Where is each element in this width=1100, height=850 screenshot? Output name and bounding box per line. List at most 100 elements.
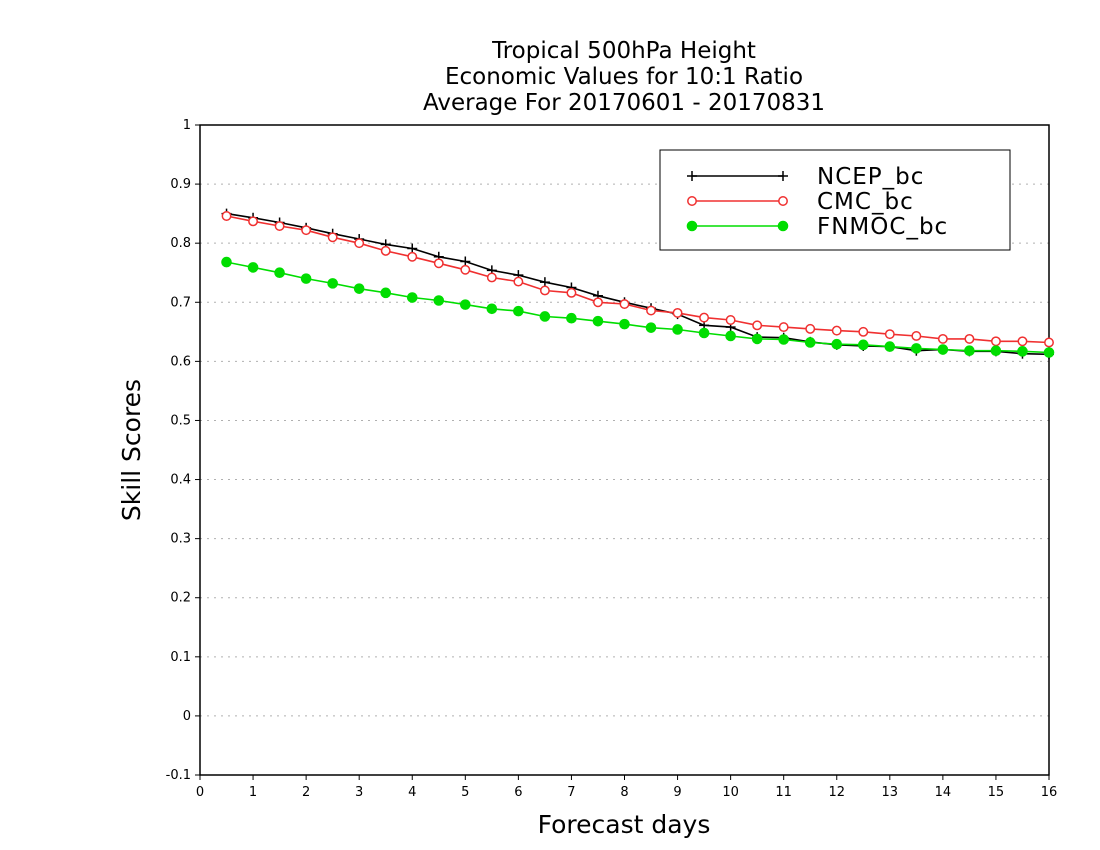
data-point-cmc-bc [327, 232, 338, 243]
data-point-cmc-bc [990, 336, 1001, 347]
data-point-cmc-bc [566, 287, 577, 298]
x-tick-label: 4 [408, 785, 416, 800]
data-point-cmc-bc [911, 331, 922, 341]
data-point-fnmoc-bc [751, 333, 763, 345]
y-tick-label: 1 [183, 118, 191, 133]
legend-marker-end [777, 220, 789, 232]
data-point-cmc-bc [380, 245, 391, 256]
y-tick-label: 0.9 [170, 177, 191, 192]
x-tick-label: 11 [775, 785, 792, 800]
x-tick-label: 0 [196, 785, 204, 800]
x-tick-label: 16 [1041, 785, 1058, 800]
data-point-fnmoc-bc [804, 337, 816, 348]
data-point-cmc-bc [1017, 336, 1028, 347]
data-point-fnmoc-bc [698, 327, 710, 339]
data-point-fnmoc-bc [513, 305, 524, 317]
data-point-fnmoc-bc [937, 344, 949, 355]
data-point-fnmoc-bc [460, 299, 471, 310]
y-axis-label: Skill Scores [117, 379, 146, 521]
y-tick-label: 0.4 [170, 473, 191, 488]
y-tick-label: -0.1 [166, 768, 191, 783]
legend-marker-start [687, 171, 697, 181]
y-tick-label: 0.8 [170, 236, 191, 251]
legend-box [659, 149, 1011, 251]
x-tick-label: 13 [882, 785, 899, 800]
y-tick-label: 0.1 [170, 650, 191, 665]
data-point-cmc-bc [937, 333, 948, 344]
data-point-fnmoc-bc [221, 256, 232, 268]
legend-label: CMC_bc [817, 189, 914, 215]
data-point-cmc-bc [407, 251, 418, 262]
x-tick-label: 1 [249, 785, 257, 800]
grid-layer [200, 183, 1049, 717]
data-point-cmc-bc [778, 322, 789, 333]
legend-label: NCEP_bc [817, 164, 924, 190]
data-point-fnmoc-bc [566, 312, 577, 324]
x-tick-label: 10 [722, 785, 739, 800]
y-tick-label: 0.2 [170, 591, 191, 606]
data-point-fnmoc-bc [778, 334, 789, 345]
legend-item-fnmoc-bc: FNMOC_bc [686, 214, 948, 240]
ticks-layer: -0.100.10.20.30.40.50.60.70.80.910 1 2 3 4 5 6… [166, 118, 1058, 800]
legend-item-cmc-bc: CMC_bc [687, 189, 914, 215]
data-point-cmc-bc [1044, 337, 1054, 348]
data-point-fnmoc-bc [539, 311, 551, 322]
data-point-cmc-bc [805, 323, 816, 334]
data-point-fnmoc-bc [300, 273, 312, 284]
data-point-fnmoc-bc [327, 278, 338, 289]
data-point-cmc-bc [858, 326, 869, 337]
data-point-cmc-bc [301, 225, 312, 236]
x-tick-label: 3 [355, 785, 363, 800]
data-point-cmc-bc [619, 299, 630, 309]
chart-title-line-1: Tropical 500hPa Height [491, 38, 756, 64]
data-point-cmc-bc [539, 285, 550, 296]
data-point-cmc-bc [646, 305, 656, 316]
x-tick-label: 15 [988, 785, 1005, 800]
x-tick-label: 6 [514, 785, 522, 800]
data-point-cmc-bc [725, 315, 736, 325]
data-point-fnmoc-bc [406, 292, 418, 303]
data-point-fnmoc-bc [486, 303, 498, 315]
data-point-fnmoc-bc [353, 283, 365, 294]
data-point-cmc-bc [221, 211, 232, 221]
y-tick-label: 0 [183, 709, 191, 724]
chart-title-line-2: Economic Values for 10:1 Ratio [445, 64, 803, 90]
data-point-fnmoc-bc [592, 315, 604, 327]
data-point-cmc-bc [433, 258, 444, 269]
data-point-cmc-bc [274, 221, 285, 231]
x-tick-label: 7 [567, 785, 575, 800]
legend-item-ncep-bc: NCEP_bc [687, 164, 924, 190]
x-tick-label: 5 [461, 785, 469, 800]
data-point-cmc-bc [672, 307, 683, 318]
data-point-cmc-bc [593, 297, 603, 308]
legend-label: FNMOC_bc [817, 214, 948, 240]
x-tick-label: 8 [620, 785, 628, 800]
data-point-fnmoc-bc [911, 343, 922, 354]
y-tick-label: 0.7 [170, 295, 191, 310]
data-point-fnmoc-bc [433, 295, 445, 306]
x-axis-label: Forecast days [538, 810, 711, 839]
data-point-fnmoc-bc [672, 324, 683, 335]
data-point-cmc-bc [699, 312, 710, 323]
x-tick-label: 2 [302, 785, 310, 800]
x-tick-label: 14 [935, 785, 952, 800]
y-tick-label: 0.5 [170, 413, 191, 428]
x-tick-label: 9 [673, 785, 681, 800]
series-layer [221, 208, 1055, 360]
data-point-fnmoc-bc [884, 341, 896, 352]
data-point-cmc-bc [248, 216, 259, 227]
x-tick-label: 12 [828, 785, 845, 800]
legend-marker-end [778, 171, 788, 181]
data-point-cmc-bc [486, 272, 497, 283]
series-fnmoc-bc [221, 256, 1055, 358]
legend-marker-start [687, 196, 697, 206]
data-point-cmc-bc [460, 264, 471, 275]
legend-marker-start [686, 220, 698, 232]
data-point-fnmoc-bc [645, 322, 657, 333]
data-point-cmc-bc [752, 320, 763, 331]
data-point-fnmoc-bc [247, 262, 259, 273]
